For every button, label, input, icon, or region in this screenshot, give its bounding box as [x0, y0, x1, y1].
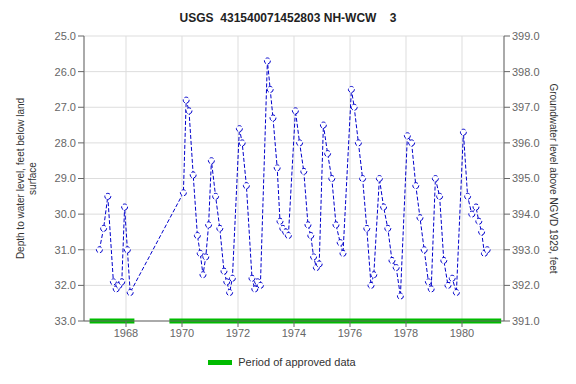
svg-text:1974: 1974 — [282, 327, 306, 339]
html-text:USGS 431540071452803 NH-WCW 3: USGS 431540071452803 NH-WCW 3 — [179, 11, 397, 25]
svg-text:393.0: 393.0 — [512, 244, 540, 256]
svg-text:1976: 1976 — [338, 327, 362, 339]
svg-text:33.0: 33.0 — [55, 315, 76, 327]
svg-text:1980: 1980 — [450, 327, 474, 339]
html-text:Period of approved data: Period of approved data — [238, 356, 356, 368]
svg-text:1972: 1972 — [226, 327, 250, 339]
svg-text:Groundwater level above NGVD 1: Groundwater level above NGVD 1929, feet — [548, 83, 559, 273]
svg-text:391.0: 391.0 — [512, 315, 540, 327]
svg-text:392.0: 392.0 — [512, 279, 540, 291]
svg-text:27.0: 27.0 — [55, 101, 76, 113]
svg-text:399.0: 399.0 — [512, 30, 540, 42]
svg-text:1978: 1978 — [394, 327, 418, 339]
svg-text:32.0: 32.0 — [55, 279, 76, 291]
svg-text:29.0: 29.0 — [55, 172, 76, 184]
svg-text:1970: 1970 — [170, 327, 194, 339]
svg-text:1968: 1968 — [114, 327, 138, 339]
svg-text:396.0: 396.0 — [512, 137, 540, 149]
svg-text:30.0: 30.0 — [55, 208, 76, 220]
svg-text:397.0: 397.0 — [512, 101, 540, 113]
svg-text:394.0: 394.0 — [512, 208, 540, 220]
svg-text:25.0: 25.0 — [55, 30, 76, 42]
svg-text:28.0: 28.0 — [55, 137, 76, 149]
svg-text:395.0: 395.0 — [512, 172, 540, 184]
svg-text:Depth to water level, feet bel: Depth to water level, feet below landsur… — [15, 98, 38, 259]
svg-text:31.0: 31.0 — [55, 244, 76, 256]
svg-text:26.0: 26.0 — [55, 66, 76, 78]
svg-text:398.0: 398.0 — [512, 66, 540, 78]
